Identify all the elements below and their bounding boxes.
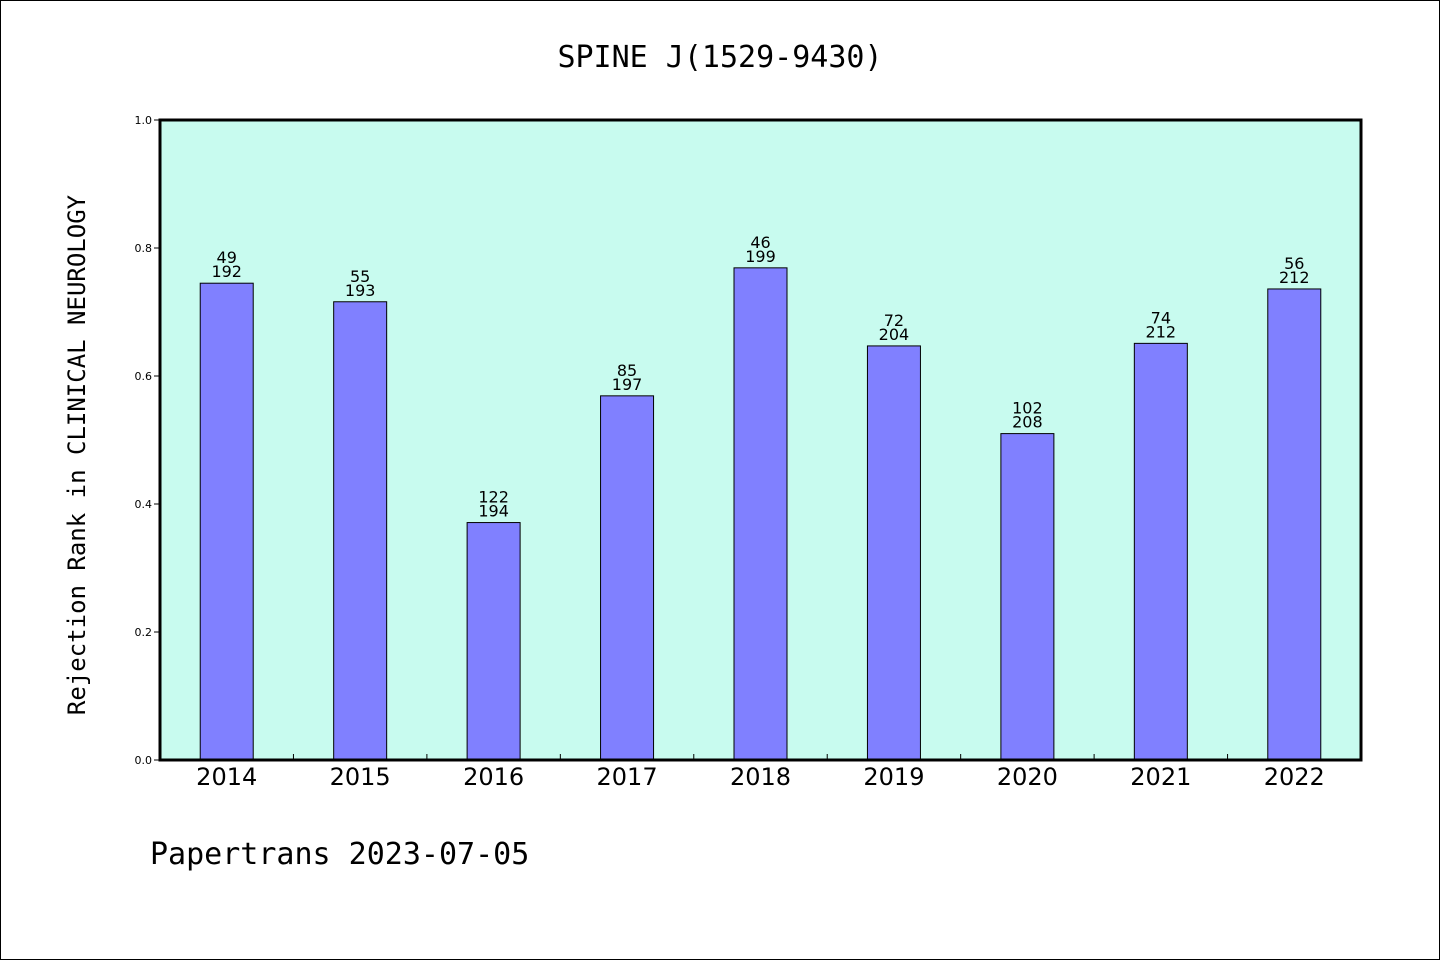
- bar-label-top: 49: [217, 248, 237, 267]
- bar-label-bottom: 192: [211, 262, 242, 281]
- bar-label-top: 56: [1284, 254, 1304, 273]
- bar-label-bottom: 193: [345, 281, 376, 300]
- x-tick-label: 2022: [1264, 763, 1325, 791]
- x-tick-label: 2017: [597, 763, 658, 791]
- bar-label-bottom: 204: [879, 325, 910, 344]
- bar-2020: [1000, 433, 1055, 761]
- x-tick-label: 2016: [463, 763, 524, 791]
- y-tick-label: 0.8: [135, 242, 153, 255]
- y-tick-label: 0.0: [135, 754, 153, 767]
- bar-2018: [733, 267, 788, 761]
- x-tick-label: 2019: [863, 763, 924, 791]
- bar-2015: [333, 301, 388, 761]
- bar-label-top: 122: [478, 488, 509, 507]
- bar-2022: [1267, 288, 1322, 761]
- y-tick-label: 1.0: [135, 114, 153, 127]
- y-tick-label: 0.6: [135, 370, 153, 383]
- x-tick-label: 2018: [730, 763, 791, 791]
- bar-2021: [1133, 342, 1188, 761]
- bar-label-top: 72: [884, 311, 904, 330]
- footer-text: Papertrans 2023-07-05: [150, 837, 529, 872]
- bars: [199, 267, 1322, 761]
- bar-label-bottom: 212: [1146, 322, 1177, 341]
- bar-2014: [199, 282, 254, 761]
- bar-label-bottom: 199: [745, 247, 776, 266]
- bar-label-bottom: 212: [1279, 268, 1310, 287]
- y-axis-label: Rejection Rank in CLINICAL NEUROLOGY: [63, 194, 91, 715]
- bar-2016: [466, 522, 521, 761]
- x-axis: 2014 2015 2016 2017 2018 2019 2020 2021 2022: [196, 754, 1325, 791]
- bar-label-bottom: 197: [612, 375, 643, 394]
- bar-label-top: 46: [750, 233, 770, 252]
- x-tick-label: 2020: [997, 763, 1058, 791]
- y-axis: 0.0 0.2 0.4 0.6 0.8 1.0: [135, 114, 160, 767]
- bar-label-top: 102: [1012, 399, 1043, 418]
- y-tick-label: 0.2: [135, 626, 153, 639]
- x-tick-label: 2014: [196, 763, 257, 791]
- bar-label-bottom: 194: [478, 502, 509, 521]
- chart-title: SPINE J(1529-9430): [557, 40, 882, 75]
- bar-label-top: 74: [1151, 308, 1171, 327]
- bar-label-top: 85: [617, 361, 637, 380]
- x-tick-label: 2021: [1130, 763, 1191, 791]
- plot-border: [158, 118, 1363, 762]
- bar-label-bottom: 208: [1012, 413, 1043, 432]
- bar-2017: [600, 395, 655, 761]
- y-tick-label: 0.4: [135, 498, 153, 511]
- bar-label-top: 55: [350, 267, 370, 286]
- bar-2019: [866, 345, 921, 761]
- x-tick-label: 2015: [330, 763, 391, 791]
